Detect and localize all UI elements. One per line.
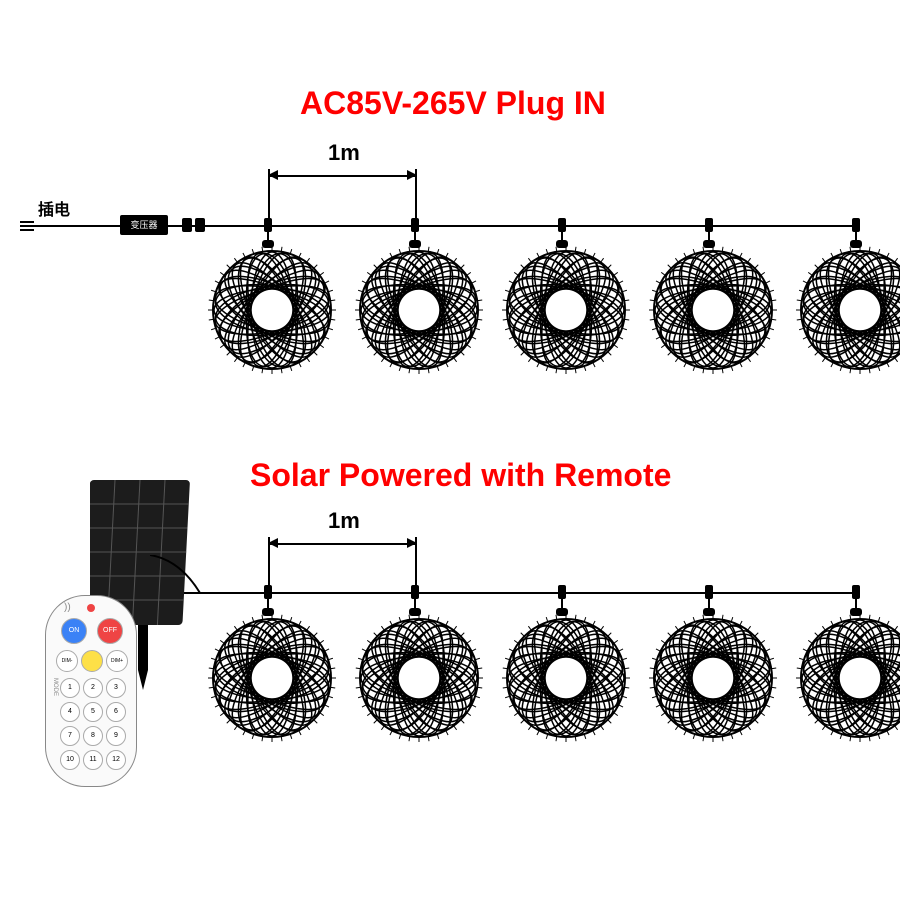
solar-title: Solar Powered with Remote — [250, 457, 671, 494]
remote-mode-12[interactable]: 12 — [106, 750, 126, 770]
remote-dim-plus[interactable]: DIM+ — [106, 650, 128, 672]
remote-mode-6[interactable]: 6 — [106, 702, 126, 722]
plug-prong-1 — [20, 221, 34, 223]
dim1-line — [268, 175, 417, 177]
dim-label-2: 1m — [328, 508, 360, 534]
remote-mode-10[interactable]: 10 — [60, 750, 80, 770]
rattan-ball — [208, 246, 328, 366]
dim2-arr-r — [407, 538, 417, 548]
remote-on-button[interactable]: ON — [61, 618, 87, 644]
dim2-arr-l — [268, 538, 278, 548]
plug-prong-2 — [20, 229, 34, 231]
dim-label-1: 1m — [328, 140, 360, 166]
remote-mode-3[interactable]: 3 — [106, 678, 126, 698]
wire-2 — [178, 592, 860, 594]
rattan-ball — [796, 614, 900, 734]
converter-label: 变压器 — [120, 215, 168, 235]
remote-signal-icon: )) — [64, 602, 71, 613]
remote-mode-2[interactable]: 2 — [83, 678, 103, 698]
plugin-title: AC85V-265V Plug IN — [300, 85, 606, 122]
dim1-arr-l — [268, 170, 278, 180]
converter-box: 变压器 — [120, 215, 168, 235]
coupler — [182, 218, 192, 232]
rattan-ball — [355, 246, 475, 366]
remote-mode-9[interactable]: 9 — [106, 726, 126, 746]
remote-dim-minus[interactable]: DIM- — [56, 650, 78, 672]
remote-control: )) ON OFF DIM- DIM+ MODE 123456789101112 — [45, 595, 137, 787]
rattan-ball — [796, 246, 900, 366]
remote-mode-4[interactable]: 4 — [60, 702, 80, 722]
dim1-arr-r — [407, 170, 417, 180]
rattan-ball — [355, 614, 475, 734]
remote-mode-label: MODE — [52, 678, 58, 696]
coupler2 — [195, 218, 205, 232]
rattan-ball — [649, 246, 769, 366]
remote-mode-11[interactable]: 11 — [83, 750, 103, 770]
rattan-ball — [502, 246, 622, 366]
remote-led — [87, 604, 95, 612]
remote-mode-1[interactable]: 1 — [60, 678, 80, 698]
rattan-ball — [649, 614, 769, 734]
remote-mode-8[interactable]: 8 — [83, 726, 103, 746]
remote-mode-7[interactable]: 7 — [60, 726, 80, 746]
remote-dim-sun[interactable] — [81, 650, 103, 672]
plug-label-cn: 插电 — [38, 196, 70, 220]
rattan-ball — [208, 614, 328, 734]
remote-mode-5[interactable]: 5 — [83, 702, 103, 722]
panel-wire — [150, 555, 220, 605]
dim2-line — [268, 543, 417, 545]
rattan-ball — [502, 614, 622, 734]
remote-off-button[interactable]: OFF — [97, 618, 123, 644]
